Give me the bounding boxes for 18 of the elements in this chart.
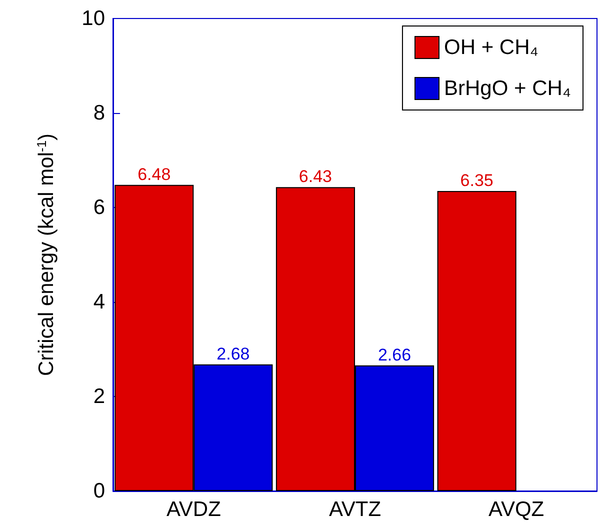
y-tick-label: 8 <box>93 102 105 124</box>
x-tick-label: AVQZ <box>488 498 544 521</box>
data-label: 6.48 <box>138 164 171 184</box>
y-tick-label: 2 <box>93 385 105 408</box>
bar <box>437 190 516 491</box>
y-axis-title: Critical energy (kcal mol-1) <box>34 133 58 376</box>
y-tick-label: 10 <box>82 7 105 30</box>
data-label: 6.35 <box>460 170 494 190</box>
y-tick-label: 6 <box>93 196 105 219</box>
legend-label: BrHgO + CH₄ <box>444 77 571 100</box>
data-label: 2.66 <box>378 345 412 364</box>
y-tick-label: 0 <box>93 480 105 502</box>
x-tick-label: AVDZ <box>166 498 222 521</box>
data-label: 6.43 <box>298 167 332 186</box>
legend-label: OH + CH₄ <box>444 36 538 59</box>
y-tick-label: 4 <box>93 290 106 314</box>
data-label: 2.68 <box>216 344 250 364</box>
x-tick-label: AVTZ <box>328 498 382 521</box>
